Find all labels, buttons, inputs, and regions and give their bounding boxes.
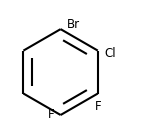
Text: F: F xyxy=(48,108,55,121)
Text: Br: Br xyxy=(67,18,80,31)
Text: Cl: Cl xyxy=(104,47,115,60)
Text: F: F xyxy=(94,100,101,113)
